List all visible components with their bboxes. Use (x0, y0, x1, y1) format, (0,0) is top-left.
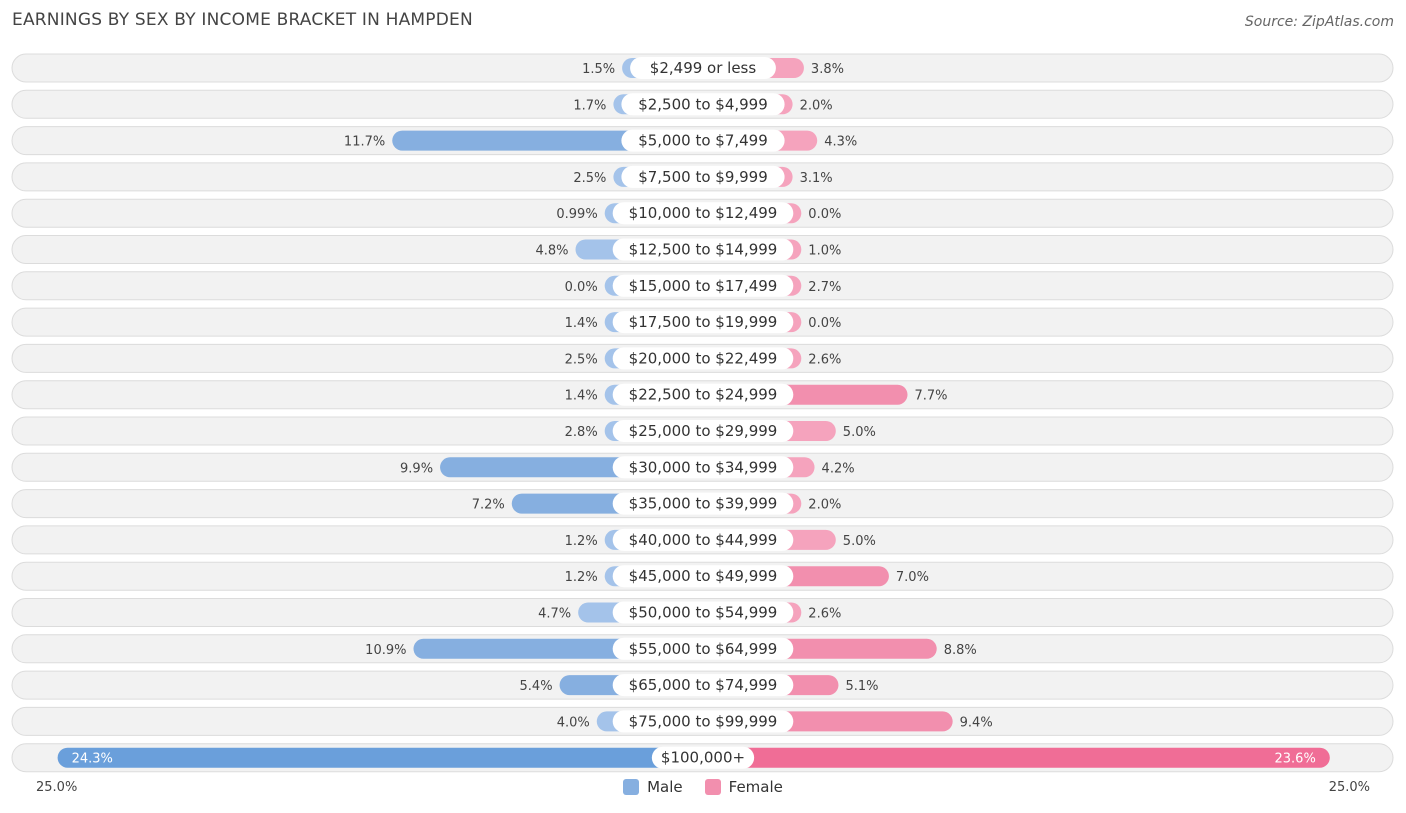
category-label: $2,500 to $4,999 (638, 95, 768, 113)
legend-item-male: Male (623, 778, 683, 796)
male-value-label: 9.9% (400, 461, 433, 476)
male-value-label: 24.3% (72, 752, 113, 767)
category-label: $45,000 to $49,999 (629, 567, 778, 585)
category-pill (612, 528, 794, 551)
category-pill (621, 165, 785, 188)
legend: Male Female (0, 778, 1406, 796)
category-label: $7,500 to $9,999 (638, 168, 768, 186)
category-pill (612, 420, 794, 442)
category-label: $75,000 to $99,999 (629, 712, 778, 730)
category-label: $35,000 to $39,999 (629, 495, 778, 513)
male-value-label: 5.4% (520, 679, 553, 694)
male-value-label: 2.8% (565, 425, 598, 440)
category-label: $40,000 to $44,999 (629, 531, 778, 549)
category-pill (612, 383, 794, 406)
category-pill (612, 492, 794, 515)
female-value-label: 0.0% (808, 207, 841, 222)
category-label: $55,000 to $64,999 (629, 640, 778, 658)
category-pill (612, 601, 794, 624)
female-value-label: 2.6% (808, 607, 841, 622)
female-value-label: 8.8% (944, 643, 977, 658)
category-label: $10,000 to $12,499 (629, 204, 778, 222)
category-label: $5,000 to $7,499 (638, 132, 768, 150)
female-value-label: 2.0% (800, 98, 833, 113)
female-value-label: 2.7% (808, 280, 841, 295)
category-label: $65,000 to $74,999 (629, 676, 778, 694)
category-pill (612, 674, 794, 697)
category-pill (612, 274, 794, 297)
category-label: $20,000 to $22,499 (629, 349, 778, 367)
category-pill (612, 347, 794, 370)
female-value-label: 5.1% (845, 679, 878, 694)
male-value-label: 1.2% (565, 570, 598, 585)
female-value-label: 4.3% (824, 135, 857, 150)
male-value-label: 1.4% (565, 389, 598, 404)
female-value-label: 3.8% (811, 62, 844, 77)
female-value-label: 2.0% (808, 498, 841, 513)
male-value-label: 1.4% (565, 316, 598, 331)
female-value-label: 4.2% (822, 461, 855, 476)
female-value-label: 3.1% (800, 171, 833, 186)
female-value-label: 5.0% (843, 534, 876, 549)
category-label: $25,000 to $29,999 (629, 422, 778, 440)
female-value-label: 0.0% (808, 316, 841, 331)
female-value-label: 1.0% (808, 244, 841, 259)
category-pill (612, 202, 794, 225)
legend-label-female: Female (728, 778, 783, 796)
male-value-label: 4.0% (557, 715, 590, 730)
male-value-label: 2.5% (573, 171, 606, 186)
category-label: $22,500 to $24,999 (629, 386, 778, 404)
category-pill (621, 93, 785, 116)
male-value-label: 4.8% (535, 244, 568, 259)
category-pill (621, 129, 785, 152)
female-value-label: 7.7% (915, 389, 948, 404)
category-label: $50,000 to $54,999 (629, 604, 778, 622)
male-value-label: 7.2% (472, 498, 505, 513)
male-value-label: 10.9% (365, 643, 406, 658)
male-value-label: 4.7% (538, 607, 571, 622)
category-label: $17,500 to $19,999 (629, 313, 778, 331)
category-label: $2,499 or less (650, 59, 757, 77)
male-value-label: 0.99% (556, 207, 597, 222)
chart-title: EARNINGS BY SEX BY INCOME BRACKET IN HAM… (12, 10, 473, 30)
male-value-label: 0.0% (565, 280, 598, 295)
axis-right-label: 25.0% (1328, 780, 1370, 795)
bar-chart: $2,499 or less 1.5% 3.8% $2,500 to $4,999 1.… (11, 53, 1394, 773)
legend-label-male: Male (647, 778, 683, 796)
male-value-label: 2.5% (565, 352, 598, 367)
category-pill (612, 311, 794, 334)
female-value-label: 7.0% (896, 570, 929, 585)
male-value-label: 1.2% (565, 534, 598, 549)
category-pill (612, 565, 794, 588)
female-bar (703, 747, 1330, 768)
category-pill (612, 710, 794, 733)
category-pill (612, 456, 794, 479)
female-value-label: 9.4% (960, 715, 993, 730)
legend-swatch-male (623, 779, 640, 795)
female-value-label: 23.6% (1275, 752, 1316, 767)
axis-left-label: 25.0% (36, 780, 78, 795)
male-value-label: 1.5% (582, 62, 615, 77)
source-label: Source: ZipAtlas.com (1244, 14, 1394, 30)
legend-swatch-female (704, 779, 721, 795)
male-value-label: 1.7% (573, 98, 606, 113)
category-pill (612, 637, 794, 660)
category-label: $100,000+ (661, 749, 745, 767)
female-value-label: 2.6% (808, 352, 841, 367)
category-label: $12,500 to $14,999 (629, 241, 778, 259)
female-value-label: 5.0% (843, 425, 876, 440)
category-pill (612, 238, 794, 261)
category-label: $15,000 to $17,499 (629, 277, 778, 295)
legend-item-female: Female (704, 778, 783, 796)
category-pill (651, 746, 755, 769)
category-label: $30,000 to $34,999 (629, 458, 778, 476)
male-value-label: 11.7% (344, 135, 385, 150)
category-pill (630, 57, 776, 79)
male-bar (57, 747, 704, 768)
